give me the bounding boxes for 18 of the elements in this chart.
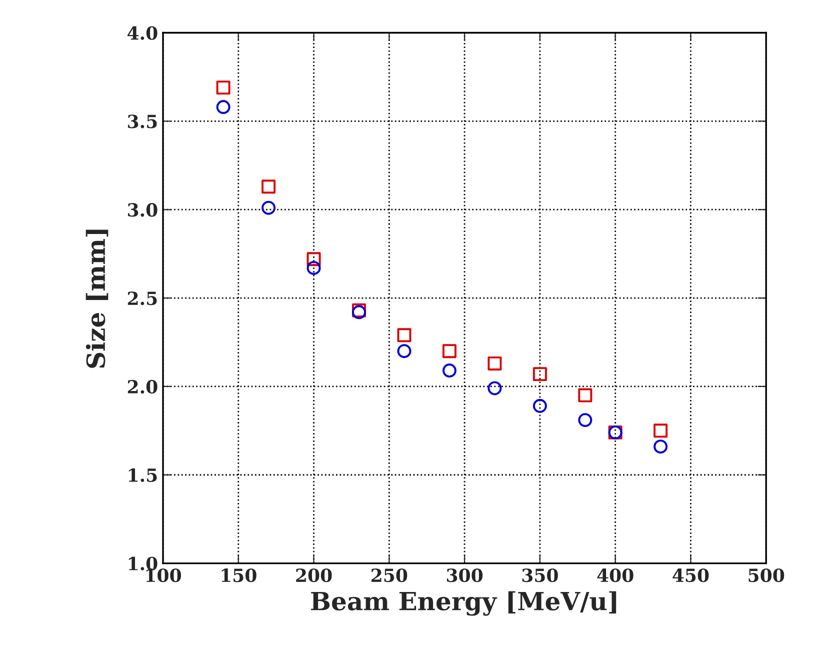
y-tick-label: 3.5 [128,114,157,128]
x-tick-label: 350 [522,568,558,582]
x-tick-label: 300 [446,568,483,582]
x-tick-label: 450 [672,568,709,582]
x-tick-label: 100 [146,568,181,582]
x-axis-title: Beam Energy [MeV/u] [311,591,616,616]
x-tick-label: 400 [597,568,634,582]
x-tick-label: 150 [222,568,256,582]
y-tick-label: 4.0 [127,26,158,40]
x-tick-label: 200 [296,568,332,582]
y-axis-title: Size [mm] [86,230,108,368]
y-tick-label: 2.5 [128,291,157,306]
x-tick-label: 500 [748,568,784,582]
y-tick-label: 1.5 [128,468,157,482]
y-tick-label: 1.0 [128,556,158,570]
x-tick-label: 250 [372,568,408,582]
y-tick-label: 2.0 [128,380,158,394]
y-tick-label: 3.0 [128,203,158,217]
